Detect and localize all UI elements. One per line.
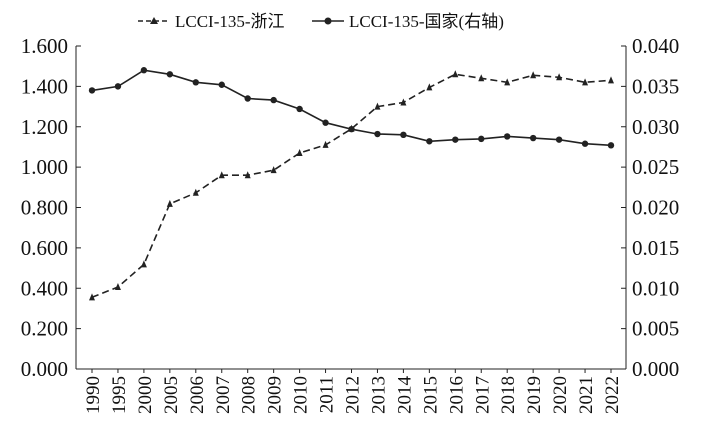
data-point — [504, 78, 511, 86]
left-tick-label: 1.400 — [21, 74, 68, 98]
legend-label-zhejiang: LCCI-135-浙江 — [175, 12, 285, 31]
data-point — [608, 76, 614, 84]
data-point — [296, 148, 303, 156]
data-point — [166, 71, 174, 78]
data-point — [556, 73, 563, 81]
x-tick-label: 2014 — [394, 376, 415, 415]
data-point — [374, 102, 381, 110]
left-tick-label: 1.000 — [21, 155, 68, 179]
data-point — [400, 131, 407, 139]
x-tick-label: 2011 — [317, 376, 338, 413]
data-point — [114, 283, 121, 291]
data-point — [530, 71, 537, 79]
x-tick-label: 1995 — [109, 376, 130, 414]
right-tick-label: 0.010 — [632, 276, 679, 300]
left-tick-label: 0.800 — [21, 196, 68, 220]
data-point — [607, 142, 615, 149]
x-tick-label: 2000 — [135, 376, 156, 414]
x-tick-label: 1990 — [83, 376, 104, 414]
x-tick-label: 2016 — [446, 376, 467, 414]
legend-marker-zhejiang — [150, 17, 158, 24]
x-tick-label: 2005 — [161, 376, 182, 414]
data-point — [581, 140, 589, 147]
x-tick-label: 2006 — [187, 376, 208, 414]
data-point — [426, 138, 433, 145]
data-point — [140, 67, 148, 74]
data-point — [452, 70, 459, 78]
data-point — [296, 105, 303, 113]
data-point — [218, 171, 225, 179]
left-tick-label: 1.600 — [21, 34, 68, 58]
data-point — [555, 136, 563, 143]
right-tick-label: 0.000 — [632, 357, 679, 381]
x-tick-label: 2013 — [368, 376, 389, 414]
x-tick-label: 2017 — [472, 376, 493, 414]
right-tick-label: 0.040 — [632, 34, 679, 58]
data-point — [529, 134, 537, 142]
data-point — [452, 136, 459, 143]
x-tick-label: 2010 — [291, 376, 312, 414]
x-tick-label: 2019 — [524, 376, 545, 414]
data-point — [322, 119, 329, 126]
right-tick-label: 0.035 — [632, 74, 679, 98]
left-tick-label: 0.600 — [21, 236, 68, 260]
x-tick-label: 2022 — [602, 376, 623, 414]
x-tick-label: 2008 — [239, 376, 260, 414]
legend-marker-national — [324, 17, 332, 25]
data-point — [244, 171, 251, 179]
data-point — [374, 130, 381, 138]
left-tick-label: 0.200 — [21, 317, 68, 341]
data-point — [244, 95, 251, 102]
left-tick-label: 0.000 — [21, 357, 68, 381]
data-point — [192, 79, 199, 86]
data-point — [504, 133, 511, 140]
data-point — [218, 81, 225, 88]
x-tick-label: 2007 — [213, 376, 234, 414]
data-point — [322, 140, 329, 148]
x-tick-label: 2012 — [343, 376, 364, 414]
legend-label-national: LCCI-135-国家(右轴) — [349, 12, 504, 31]
data-point — [192, 188, 199, 196]
data-point — [166, 199, 173, 207]
left-tick-label: 1.200 — [21, 115, 68, 139]
data-point — [89, 293, 95, 301]
data-point — [88, 87, 96, 94]
right-tick-label: 0.005 — [632, 317, 679, 341]
data-point — [114, 83, 122, 90]
data-point — [348, 125, 355, 133]
data-point — [400, 98, 407, 106]
data-point — [478, 74, 485, 82]
x-tick-label: 2018 — [498, 376, 519, 414]
right-tick-label: 0.030 — [632, 115, 679, 139]
right-tick-label: 0.015 — [632, 236, 679, 260]
data-point — [140, 260, 147, 268]
series-line-national — [91, 69, 612, 147]
data-point — [582, 78, 589, 86]
data-point — [270, 96, 277, 104]
x-tick-label: 2020 — [550, 376, 571, 414]
series-line-zhejiang — [91, 73, 612, 299]
data-point — [270, 166, 277, 174]
left-tick-label: 0.400 — [21, 276, 68, 300]
x-tick-label: 2021 — [576, 376, 597, 414]
data-point — [426, 83, 433, 91]
right-tick-label: 0.020 — [632, 196, 679, 220]
x-tick-label: 2009 — [265, 376, 286, 414]
data-point — [478, 135, 485, 143]
x-tick-label: 2015 — [420, 376, 441, 414]
right-tick-label: 0.025 — [632, 155, 679, 179]
